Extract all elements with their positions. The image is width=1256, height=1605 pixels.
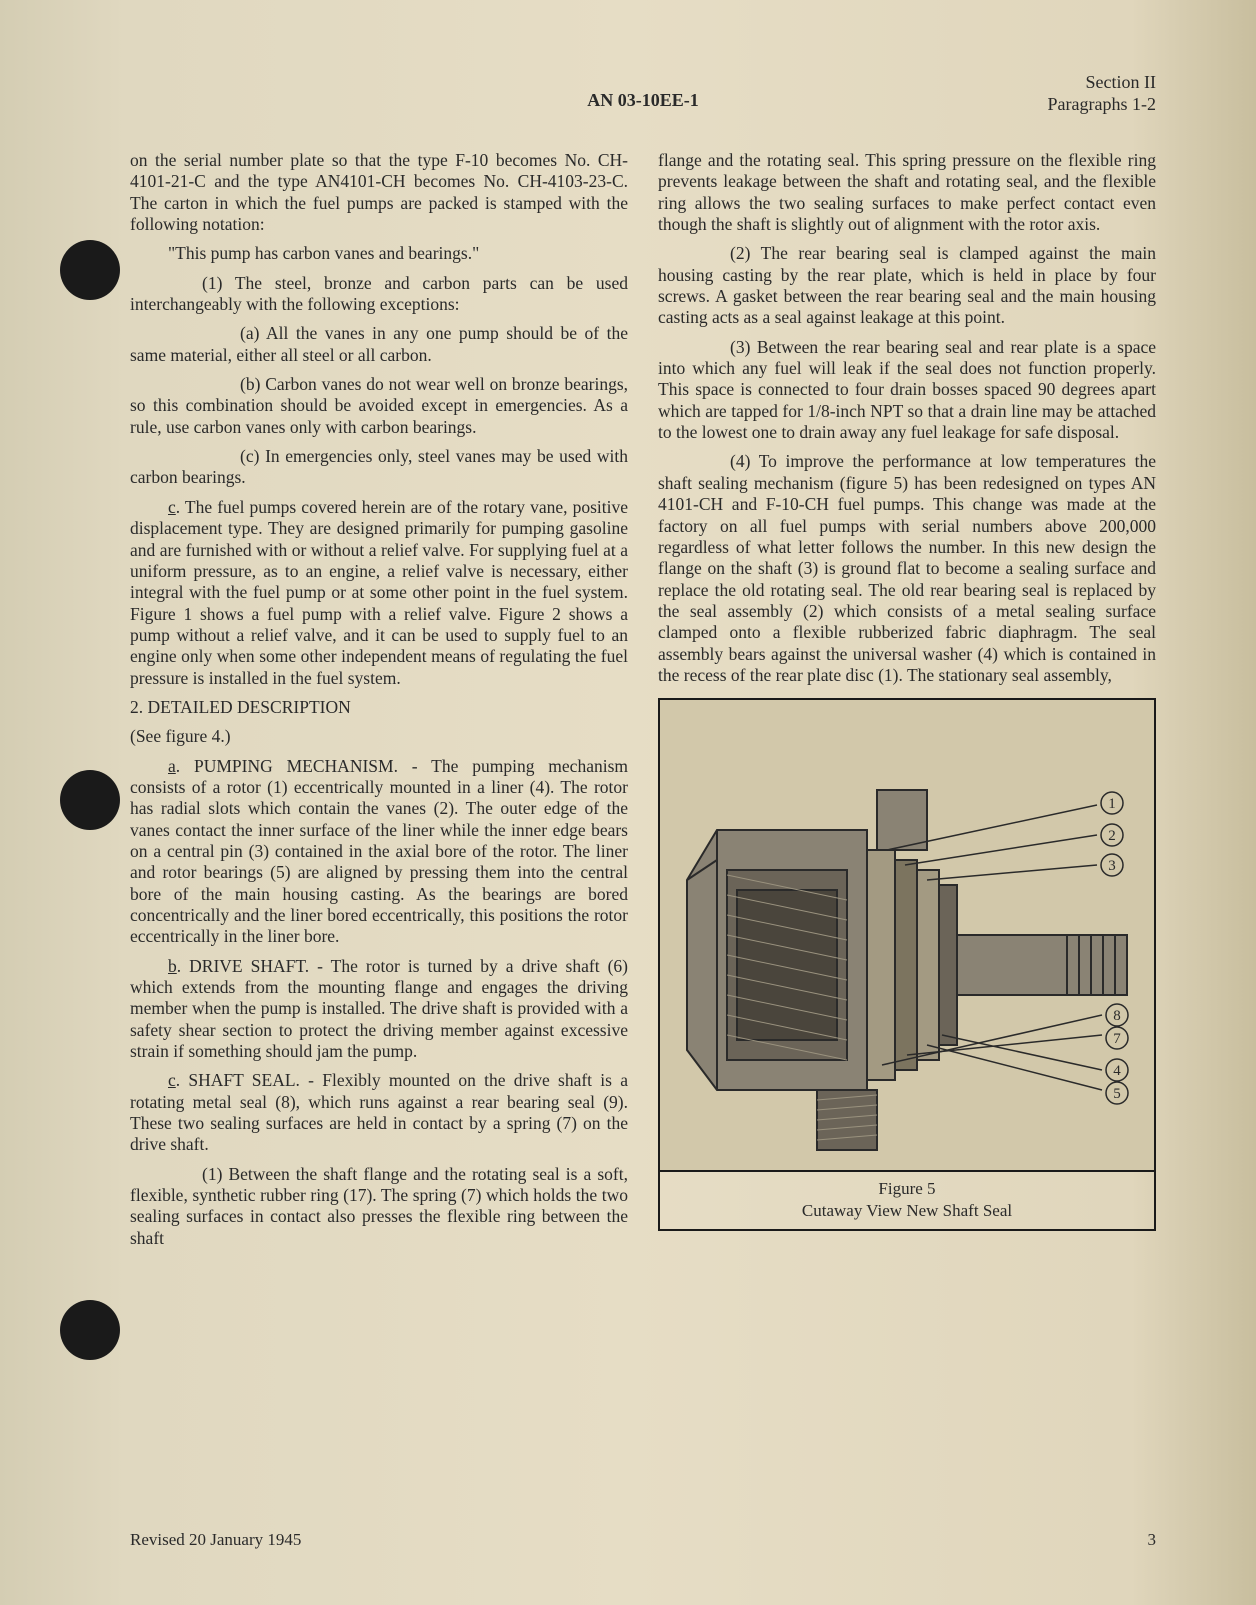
body-text: c. SHAFT SEAL. - Flexibly mounted on the…: [130, 1070, 628, 1155]
body-text: on the serial number plate so that the t…: [130, 150, 628, 235]
two-column-body: on the serial number plate so that the t…: [130, 150, 1156, 1257]
body-text: (2) The rear bearing seal is clamped aga…: [658, 243, 1156, 328]
figure-number: Figure 5: [664, 1178, 1150, 1199]
page: AN 03-10EE-1 Section II Paragraphs 1-2 o…: [0, 0, 1256, 1605]
figure-caption: Figure 5 Cutaway View New Shaft Seal: [660, 1170, 1154, 1229]
para-letter: c: [168, 497, 176, 517]
left-column: on the serial number plate so that the t…: [130, 150, 628, 1257]
callout-2: 2: [1108, 828, 1116, 844]
body-text: c. The fuel pumps covered herein are of …: [130, 497, 628, 689]
body-text: a. PUMPING MECHANISM. - The pumping mech…: [130, 756, 628, 948]
body-text: (4) To improve the performance at low te…: [658, 451, 1156, 686]
body-text: (b) Carbon vanes do not wear well on bro…: [130, 374, 628, 438]
figure-5-cutaway-illustration: 1 2 3 8 7 4 5: [660, 700, 1154, 1170]
body-text: b. DRIVE SHAFT. - The rotor is turned by…: [130, 956, 628, 1063]
punch-hole: [60, 1300, 120, 1360]
paragraphs-label: Paragraphs 1-2: [1048, 94, 1156, 116]
section-note: (See figure 4.): [130, 726, 628, 747]
callout-4: 4: [1113, 1063, 1121, 1079]
body-text: (1) Between the shaft flange and the rot…: [130, 1164, 628, 1249]
callout-8: 8: [1113, 1008, 1121, 1024]
doc-number: AN 03-10EE-1: [130, 90, 1156, 111]
para-body: . PUMPING MECHANISM. - The pumping mecha…: [130, 756, 628, 947]
page-header: AN 03-10EE-1 Section II Paragraphs 1-2: [130, 60, 1156, 130]
body-text: (1) The steel, bronze and carbon parts c…: [130, 273, 628, 316]
body-text: (c) In emergencies only, steel vanes may…: [130, 446, 628, 489]
revised-date: Revised 20 January 1945: [130, 1530, 301, 1550]
header-section-info: Section II Paragraphs 1-2: [1048, 72, 1156, 115]
figure-title: Cutaway View New Shaft Seal: [664, 1200, 1150, 1221]
callout-5: 5: [1113, 1086, 1121, 1102]
punch-hole: [60, 240, 120, 300]
body-text: flange and the rotating seal. This sprin…: [658, 150, 1156, 235]
callout-3: 3: [1108, 858, 1116, 874]
right-column: flange and the rotating seal. This sprin…: [658, 150, 1156, 1257]
callout-7: 7: [1113, 1031, 1121, 1047]
body-text: (3) Between the rear bearing seal and re…: [658, 337, 1156, 444]
para-body: . SHAFT SEAL. - Flexibly mounted on the …: [130, 1070, 628, 1154]
quoted-note: "This pump has carbon vanes and bearings…: [130, 243, 628, 264]
para-letter: c: [168, 1070, 176, 1090]
page-number: 3: [1148, 1530, 1157, 1550]
para-letter: b: [168, 956, 177, 976]
page-footer: Revised 20 January 1945 3: [130, 1530, 1156, 1550]
figure-5-box: 1 2 3 8 7 4 5: [658, 698, 1156, 1231]
section-label: Section II: [1048, 72, 1156, 94]
body-text: (a) All the vanes in any one pump should…: [130, 323, 628, 366]
para-body: . The fuel pumps covered herein are of t…: [130, 497, 628, 688]
punch-hole: [60, 770, 120, 830]
section-heading: 2. DETAILED DESCRIPTION: [130, 697, 628, 718]
para-letter: a: [168, 756, 176, 776]
para-body: . DRIVE SHAFT. - The rotor is turned by …: [130, 956, 628, 1061]
callout-1: 1: [1108, 796, 1116, 812]
